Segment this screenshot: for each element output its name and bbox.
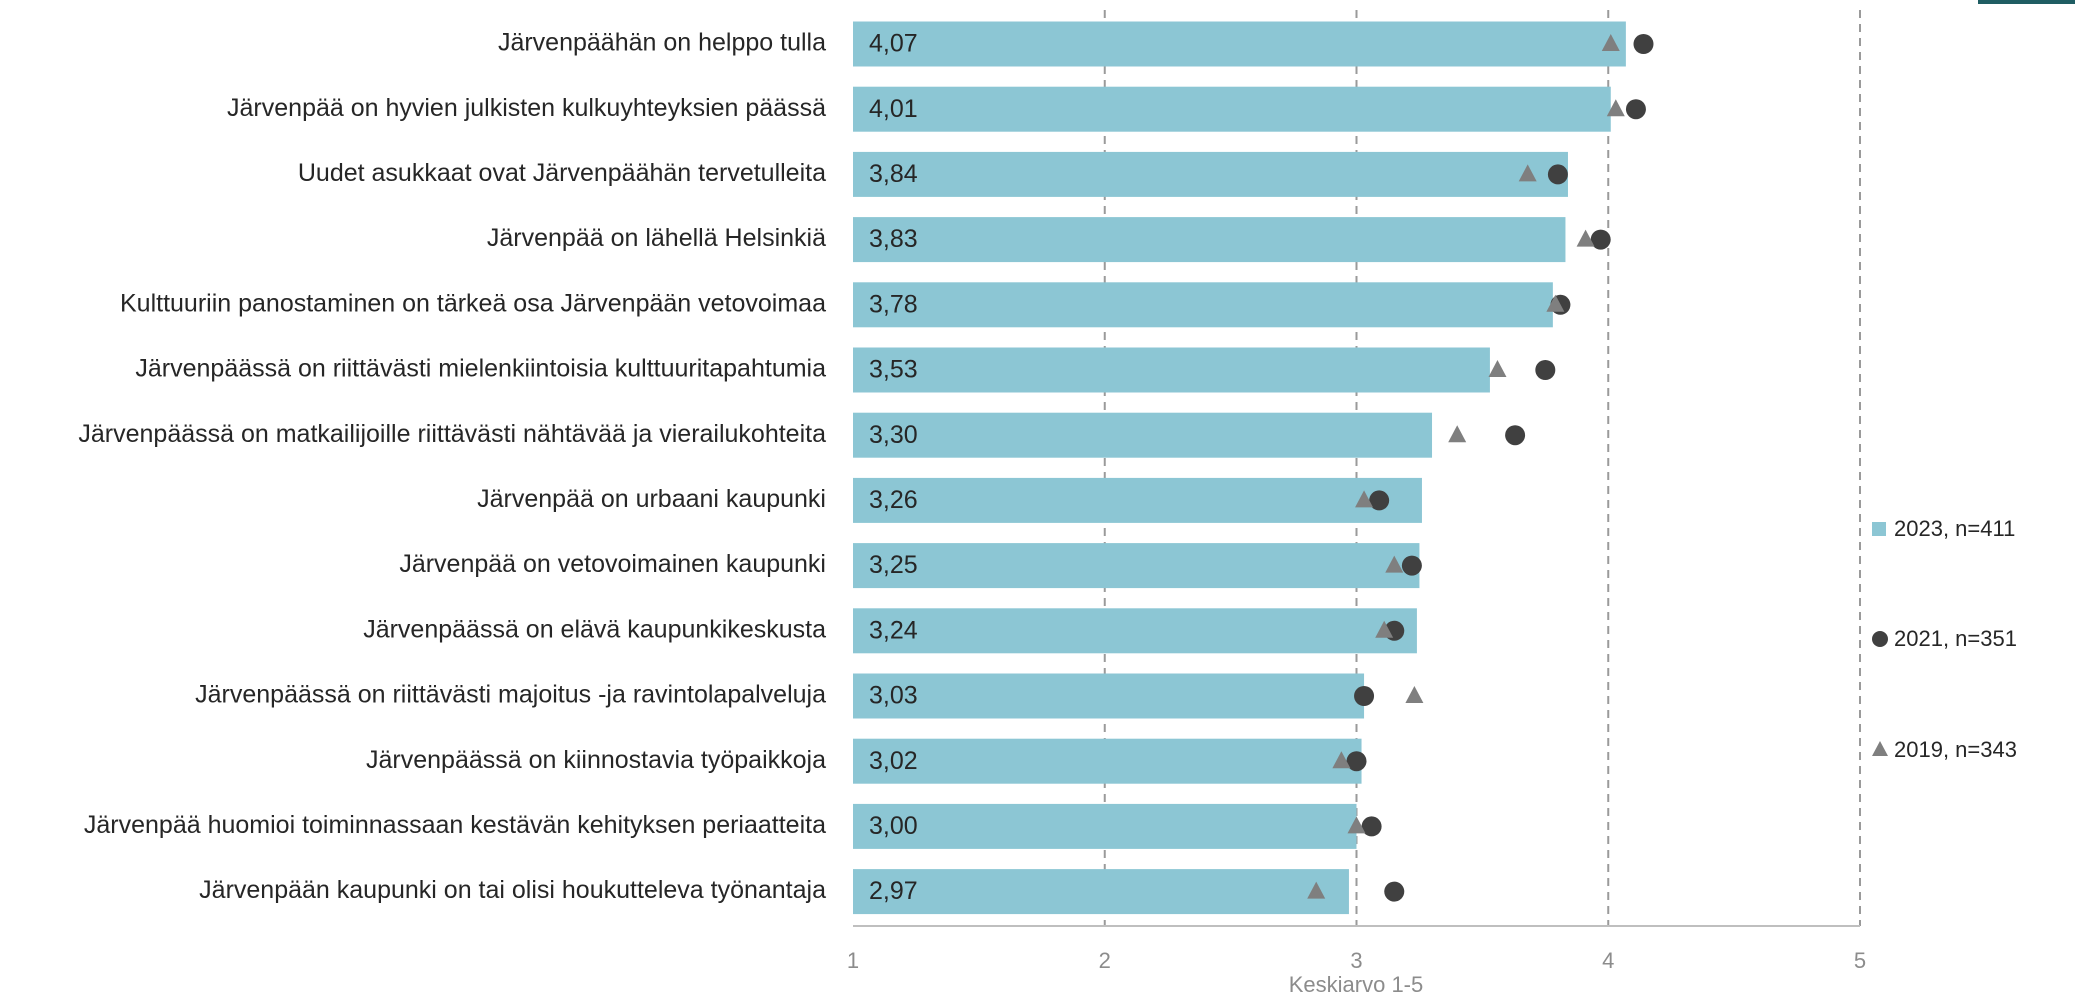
bar [853,803,1357,849]
category-label: Järvenpään kaupunki on tai olisi houkutt… [199,876,826,904]
category-label: Järvenpää on vetovoimainen kaupunki [399,550,826,578]
category-label: Järvenpää huomioi toiminnassaan kestävän… [84,811,826,839]
legend-label: 2019, n=343 [1894,737,2017,762]
marker-triangle [1448,425,1467,443]
value-label: 3,24 [869,616,918,644]
x-tick-label: 1 [847,948,859,973]
bar [853,543,1420,589]
legend-swatch [1872,522,1886,536]
marker-circle [1633,34,1654,54]
marker-circle [1369,490,1390,511]
x-tick-label: 2 [1099,948,1111,973]
category-label: Järvenpäässä on riittävästi majoitus -ja… [195,681,826,709]
bar [853,738,1362,784]
marker-triangle [1606,99,1625,117]
bar [853,347,1490,393]
marker-triangle [1307,881,1326,899]
value-label: 3,53 [869,356,918,384]
bar [853,608,1417,654]
bar [853,477,1422,523]
legend-swatch [1872,741,1888,756]
marker-circle [1590,229,1611,250]
category-label: Järvenpäähän on helppo tulla [498,29,826,57]
marker-triangle [1405,686,1424,703]
value-label: 3,03 [869,682,918,710]
bar [853,673,1365,719]
marker-circle [1346,751,1367,772]
marker-circle [1505,425,1526,446]
marker-circle [1384,881,1405,902]
legend-label: 2021, n=351 [1894,626,2017,651]
marker-triangle [1576,229,1595,247]
category-label: Järvenpäässä on kiinnostavia työpaikkoja [366,746,826,774]
category-label: Järvenpää on lähellä Helsinkiä [487,224,826,252]
bar [853,869,1349,915]
marker-circle [1361,816,1382,837]
marker-triangle [1601,34,1620,51]
value-label: 3,02 [869,747,918,775]
value-label: 3,30 [869,421,918,449]
category-label: Järvenpäässä on matkailijoille riittäväs… [78,420,826,448]
value-label: 4,07 [869,30,918,58]
value-label: 3,25 [869,551,918,579]
value-label: 3,83 [869,225,918,253]
bar [853,86,1611,132]
bar [853,151,1568,197]
bar [853,412,1433,458]
bar [853,282,1553,328]
marker-triangle [1347,816,1366,834]
category-label: Uudet asukkaat ovat Järvenpäähän tervetu… [298,159,826,187]
marker-circle [1547,164,1568,185]
marker-triangle [1488,360,1507,377]
legend-label: 2023, n=411 [1894,516,2015,541]
value-label: 4,01 [869,95,918,123]
marker-triangle [1518,164,1537,182]
x-tick-label: 3 [1350,948,1362,973]
bar [853,21,1626,67]
value-label: 3,26 [869,486,918,514]
marker-triangle [1385,555,1404,573]
decoration [1978,0,2075,4]
x-tick-label: 4 [1602,948,1614,973]
value-label: 3,84 [869,160,918,188]
marker-triangle [1375,620,1394,638]
marker-circle [1535,360,1556,380]
category-label: Järvenpäässä on riittävästi mielenkiinto… [135,355,826,383]
category-label: Kulttuuriin panostaminen on tärkeä osa J… [120,289,826,317]
marker-triangle [1332,751,1351,769]
marker-circle [1354,686,1375,706]
category-label: Järvenpäässä on elävä kaupunkikeskusta [363,615,826,643]
value-label: 2,97 [869,877,918,905]
marker-circle [1625,99,1646,120]
marker-triangle [1546,294,1565,312]
marker-circle [1401,555,1422,576]
x-axis-label: Keskiarvo 1-5 [1289,972,1424,997]
category-label: Järvenpää on hyvien julkisten kulkuyhtey… [227,94,826,122]
bar [853,217,1566,263]
x-tick-label: 5 [1854,948,1866,973]
value-label: 3,78 [869,290,918,318]
legend-swatch [1872,631,1888,647]
value-label: 3,00 [869,812,918,840]
marker-triangle [1355,490,1374,508]
category-label: Järvenpää on urbaani kaupunki [477,485,826,513]
